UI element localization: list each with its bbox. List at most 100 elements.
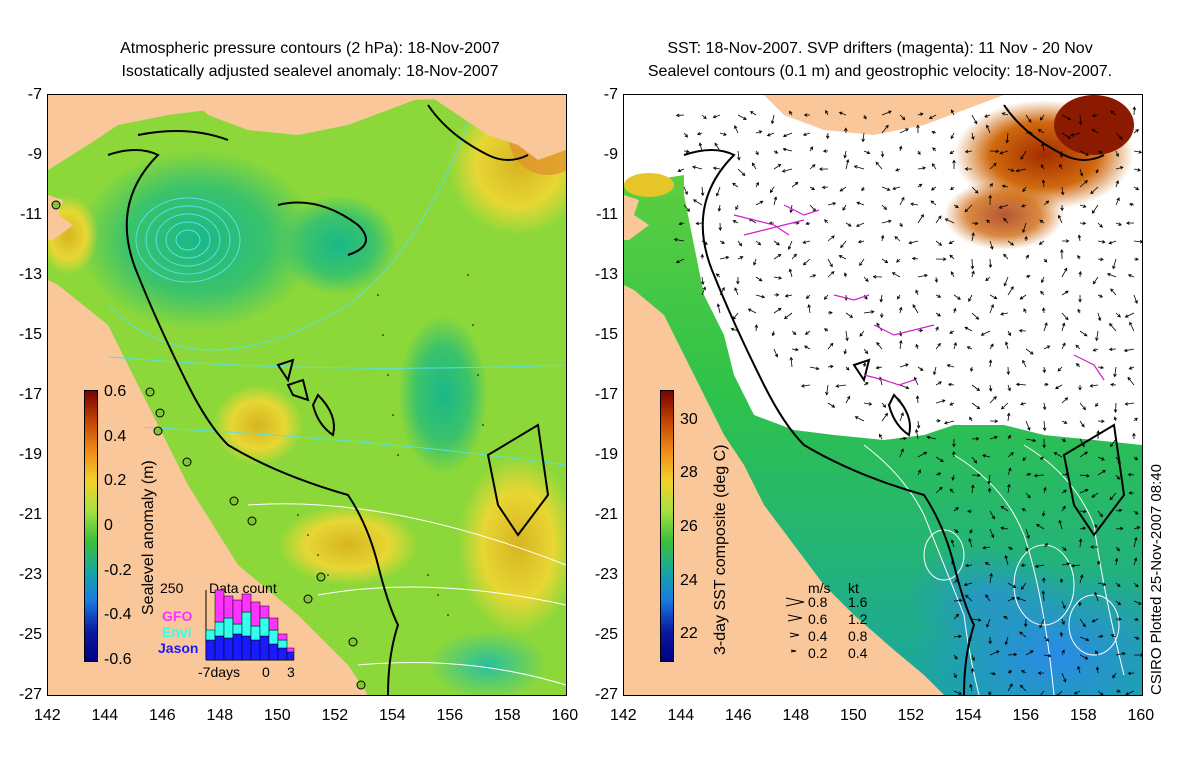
velocity-arrow (894, 236, 901, 242)
velocity-arrow (1061, 672, 1067, 683)
velocity-arrow (1015, 382, 1027, 387)
data-count-inset: 250 Data count GFO Envi Jason -7days 0 3 (144, 578, 304, 688)
velocity-arrow (880, 312, 884, 319)
sst-warm-patch (624, 173, 674, 197)
right-map-svg (624, 95, 1142, 695)
sealevel-contours (863, 444, 1125, 695)
velocity-arrow (1043, 636, 1050, 642)
velocity-arrow (1019, 631, 1027, 638)
velocity-arrow (899, 363, 909, 368)
velocity-arrow (971, 312, 980, 320)
velocity-arrow (1061, 397, 1069, 404)
velocity-arrow (1042, 366, 1047, 374)
velocity-arrow (1115, 508, 1123, 513)
velocity-arrow (1133, 186, 1140, 191)
velocity-arrow (1133, 582, 1139, 588)
x-tick-label: 158 (494, 707, 521, 724)
velocity-arrow (953, 507, 959, 512)
velocity-arrow (908, 240, 919, 245)
velocity-arrow (1133, 150, 1142, 154)
velocity-arrow (1115, 166, 1124, 170)
velocity-arrow (845, 222, 852, 227)
y-tick-label: -7 (603, 86, 618, 103)
velocity-key-row: 0.6 (808, 611, 828, 627)
velocity-arrow (971, 232, 975, 242)
velocity-arrow (845, 366, 850, 371)
velocity-key-row: 0.8 (848, 628, 868, 644)
velocity-arrow (827, 271, 835, 278)
velocity-arrow (737, 114, 747, 120)
pressure-contours (48, 95, 566, 516)
y-tick-label: -25 (594, 626, 618, 643)
velocity-arrow (986, 219, 991, 224)
velocity-arrow (971, 186, 979, 194)
velocity-arrow (897, 294, 901, 300)
velocity-arrow (1006, 366, 1011, 376)
x-tick-label: 160 (1127, 707, 1155, 724)
velocity-arrow (881, 412, 888, 422)
velocity-arrow (1041, 179, 1046, 188)
velocity-arrow (879, 294, 884, 303)
velocity-arrow (1091, 618, 1099, 623)
velocity-arrow (719, 240, 725, 244)
velocity-arrow (791, 253, 797, 260)
velocity-arrow (917, 166, 927, 170)
reef-islands (137, 104, 550, 537)
velocity-arrow (1070, 563, 1081, 568)
velocity-arrow (875, 161, 883, 170)
velocity-arrow (989, 395, 997, 404)
velocity-arrow (1115, 689, 1121, 693)
velocity-arrow (773, 253, 782, 260)
velocity-arrow (1043, 543, 1049, 548)
velocity-arrow (1079, 618, 1086, 628)
velocity-arrow (1007, 434, 1011, 440)
velocity-arrow (678, 221, 685, 226)
velocity-arrow (968, 538, 973, 548)
x-tick-label: 158 (1070, 707, 1097, 724)
velocity-arrow (755, 200, 764, 206)
velocity-arrow (719, 132, 727, 136)
velocity-arrow (1038, 240, 1045, 245)
velocity-arrow (949, 488, 955, 494)
velocity-arrow (891, 272, 901, 278)
velocity-arrow (1025, 438, 1037, 443)
velocity-arrow (965, 594, 973, 602)
velocity-arrow (1090, 186, 1099, 195)
velocity-arrow (1124, 312, 1135, 318)
velocity-arrow (982, 545, 991, 550)
velocity-arrow (1095, 330, 1099, 342)
velocity-arrow (712, 166, 721, 171)
right-title-line2: Sealevel contours (0.1 m) and geostrophi… (647, 63, 1113, 80)
velocity-arrow (912, 304, 919, 314)
velocity-arrow (809, 366, 820, 371)
velocity-arrow (773, 307, 782, 314)
velocity-arrow (971, 402, 981, 410)
velocity-arrow (989, 528, 995, 539)
left-anomaly-low (278, 195, 398, 295)
velocity-arrow (881, 186, 891, 191)
velocity-arrow (1061, 114, 1072, 120)
velocity-arrow (932, 147, 937, 152)
velocity-arrow (1127, 472, 1135, 477)
velocity-arrow (683, 186, 688, 196)
velocity-arrow (770, 114, 775, 125)
velocity-arrow (917, 273, 928, 278)
velocity-arrow (935, 240, 943, 246)
velocity-arrow (1007, 652, 1018, 657)
velocity-arrow (881, 110, 892, 116)
velocity-arrow (823, 294, 829, 300)
velocity-arrow (766, 132, 775, 137)
velocity-arrow (1113, 416, 1118, 422)
velocity-arrow (755, 130, 763, 134)
velocity-arrow (953, 341, 957, 350)
velocity-arrow (1043, 382, 1049, 387)
data-count-legend-envi: Envi (162, 624, 192, 640)
velocity-arrow (1106, 273, 1117, 278)
velocity-arrow (1090, 545, 1099, 549)
velocity-arrow (1042, 420, 1047, 432)
data-count-xlabel: -7days (198, 664, 241, 680)
velocity-arrow (971, 114, 978, 125)
velocity-arrow (989, 671, 997, 676)
x-tick-label: 156 (1012, 707, 1040, 724)
velocity-arrow (935, 257, 947, 261)
